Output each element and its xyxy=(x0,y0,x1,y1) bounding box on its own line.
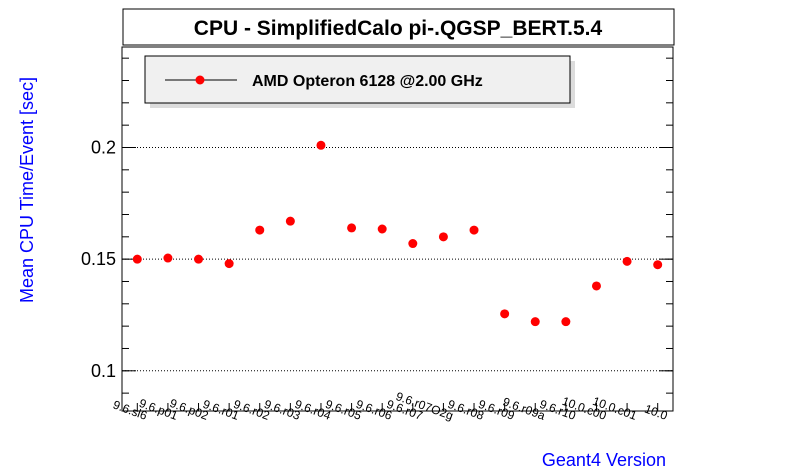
data-point xyxy=(132,254,142,264)
data-point xyxy=(285,216,295,226)
legend-marker-swatch xyxy=(195,75,205,85)
data-point xyxy=(591,281,601,291)
data-point xyxy=(224,259,234,269)
data-point xyxy=(653,260,663,270)
data-point xyxy=(469,225,479,235)
data-point xyxy=(194,254,204,264)
data-point xyxy=(622,256,632,266)
legend-label: AMD Opteron 6128 @2.00 GHz xyxy=(252,73,483,90)
y-axis-label: Mean CPU Time/Event [sec] xyxy=(17,77,37,303)
data-point xyxy=(347,223,357,233)
chart-title: CPU - SimplifiedCalo pi-.QGSP_BERT.5.4 xyxy=(194,17,603,40)
y-tick-label: 0.1 xyxy=(91,361,116,381)
title-box xyxy=(122,8,675,46)
data-point xyxy=(163,253,173,263)
y-tick-label: 0.15 xyxy=(81,249,116,269)
data-point xyxy=(530,317,540,327)
data-point xyxy=(377,224,387,234)
data-point xyxy=(408,239,418,249)
data-point xyxy=(438,232,448,242)
data-point xyxy=(500,309,510,319)
legend: AMD Opteron 6128 @2.00 GHz xyxy=(144,55,575,108)
data-point xyxy=(316,140,326,150)
x-axis-label: Geant4 Version xyxy=(542,450,666,470)
data-point xyxy=(561,317,571,327)
data-point xyxy=(255,225,265,235)
y-tick-label: 0.2 xyxy=(91,137,116,157)
